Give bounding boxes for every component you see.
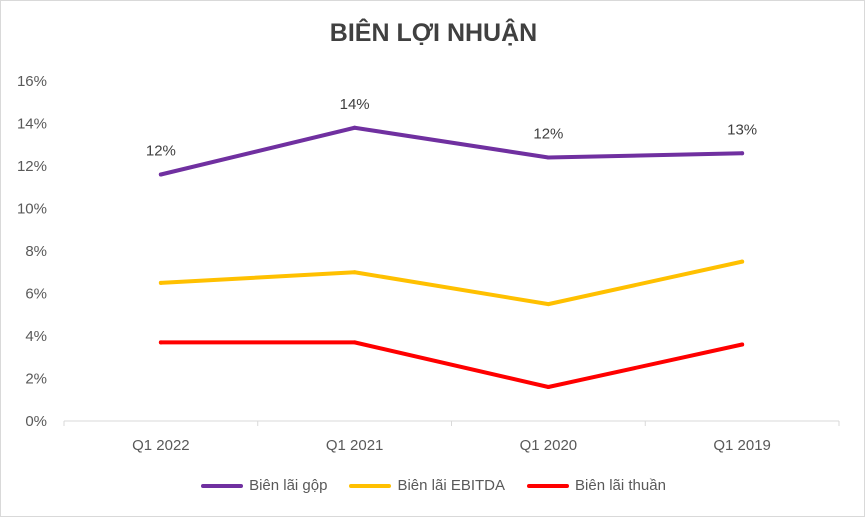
series-line-ebitda-margin xyxy=(158,259,745,307)
data-point-ebitda-margin xyxy=(158,280,163,285)
series-line-gross-margin xyxy=(158,125,745,177)
data-point-net-margin xyxy=(546,385,551,389)
y-tick-label: 8% xyxy=(25,243,47,260)
data-point-gross-margin xyxy=(740,151,745,156)
data-point-gross-margin xyxy=(158,172,163,177)
legend-swatch-gross-margin xyxy=(201,483,244,488)
legend-item-net-margin: Biên lãi thuần xyxy=(527,477,666,494)
data-point-ebitda-margin xyxy=(546,302,551,307)
x-tick-label: Q1 2021 xyxy=(326,437,384,454)
data-label-gross-margin: 13% xyxy=(727,121,757,138)
y-tick-label: 0% xyxy=(25,413,47,430)
legend-label-net-margin: Biên lãi thuần xyxy=(575,477,666,494)
y-tick-label: 4% xyxy=(25,328,47,345)
y-tick-label: 10% xyxy=(17,201,47,218)
data-label-gross-margin: 12% xyxy=(146,143,176,160)
y-tick-label: 14% xyxy=(17,116,47,133)
y-tick-label: 12% xyxy=(17,158,47,175)
y-tick-label: 2% xyxy=(25,371,47,388)
y-tick-label: 16% xyxy=(17,73,47,90)
legend-swatch-ebitda-margin xyxy=(349,483,392,488)
chart-title: BIÊN LỢI NHUẬN xyxy=(329,19,538,47)
series-line-net-margin xyxy=(158,340,745,389)
data-label-gross-margin: 14% xyxy=(340,96,370,113)
x-tick-label: Q1 2020 xyxy=(520,437,578,454)
x-tick-label: Q1 2022 xyxy=(132,437,190,454)
data-point-ebitda-margin xyxy=(352,270,357,275)
data-point-gross-margin xyxy=(546,155,551,160)
legend-swatch-net-margin xyxy=(527,483,570,488)
data-point-net-margin xyxy=(158,340,163,345)
x-tick-label: Q1 2019 xyxy=(713,437,771,454)
legend: Biên lãi gộp Biên lãi EBITDA Biên lãi th… xyxy=(1,477,865,494)
data-point-net-margin xyxy=(740,342,745,347)
legend-item-ebitda-margin: Biên lãi EBITDA xyxy=(349,477,505,494)
y-tick-label: 6% xyxy=(25,286,47,303)
data-point-ebitda-margin xyxy=(740,259,745,264)
data-point-gross-margin xyxy=(352,125,357,130)
data-label-gross-margin: 12% xyxy=(533,126,563,143)
legend-item-gross-margin: Biên lãi gộp xyxy=(201,477,327,494)
data-point-net-margin xyxy=(352,340,357,345)
legend-label-gross-margin: Biên lãi gộp xyxy=(249,477,328,494)
legend-label-ebitda-margin: Biên lãi EBITDA xyxy=(397,477,506,494)
